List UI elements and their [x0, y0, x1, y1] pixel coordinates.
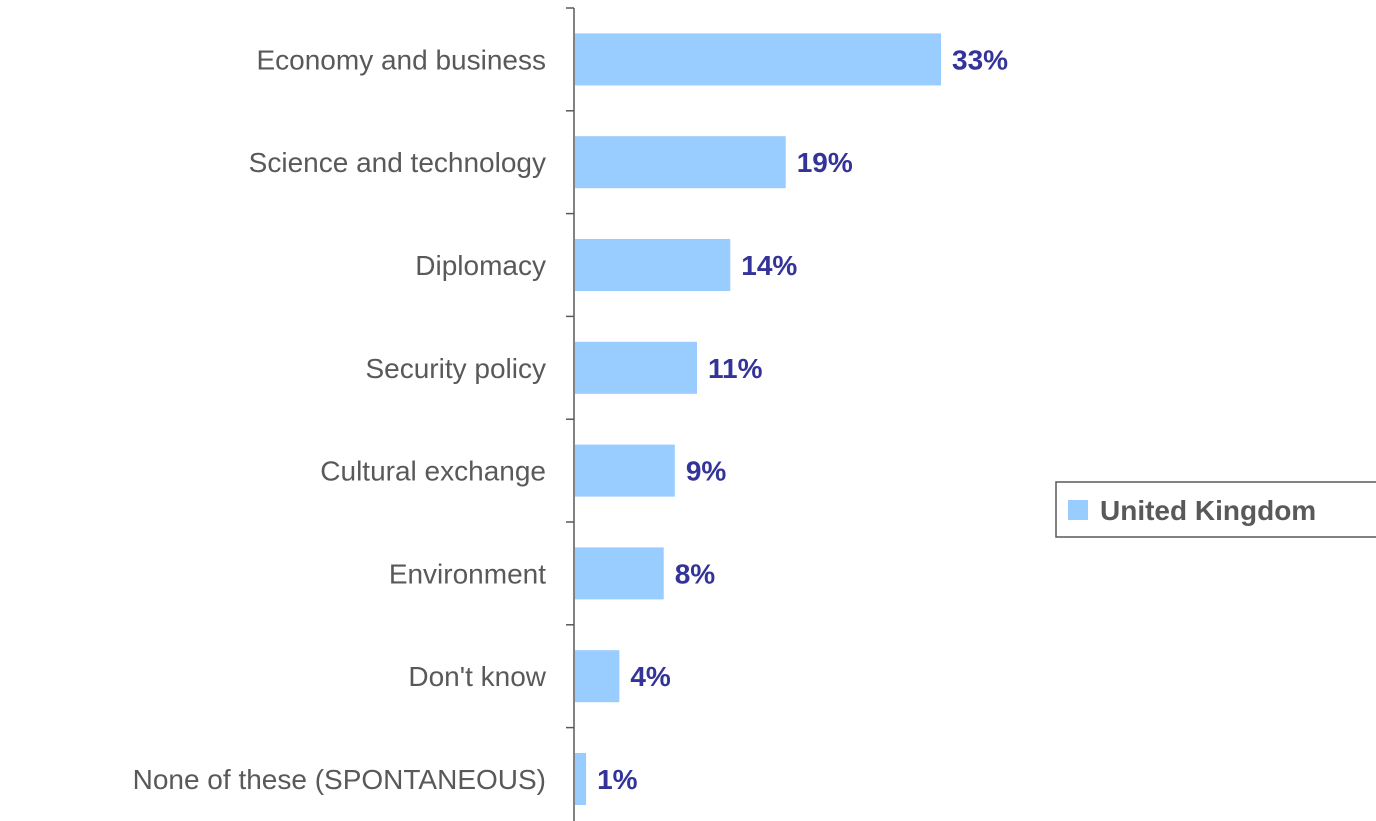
bars: [575, 33, 941, 805]
legend: United Kingdom: [1055, 481, 1376, 538]
value-label: 1%: [597, 764, 638, 795]
legend-label: United Kingdom: [1100, 495, 1316, 526]
category-label: Economy and business: [256, 44, 546, 75]
category-label: Science and technology: [249, 147, 546, 178]
category-label: Diplomacy: [415, 250, 546, 281]
value-label: 4%: [630, 661, 671, 692]
category-label: Security policy: [365, 353, 546, 384]
category-axis: [566, 7, 575, 821]
value-label: 9%: [686, 456, 727, 487]
bar: [575, 547, 664, 600]
bar: [575, 341, 697, 394]
category-labels: Economy and business Science and technolo…: [133, 44, 547, 795]
legend-swatch: [1068, 500, 1088, 520]
value-label: 14%: [741, 250, 797, 281]
value-label: 33%: [952, 44, 1008, 75]
value-labels: 33% 19% 14% 11% 9% 8% 4% 1%: [597, 44, 1008, 795]
category-label: Cultural exchange: [320, 456, 546, 487]
value-label: 19%: [797, 147, 853, 178]
legend-box: [1055, 481, 1376, 538]
category-label: None of these (SPONTANEOUS): [133, 764, 546, 795]
value-label: 11%: [708, 353, 763, 384]
bar: [575, 650, 620, 703]
bar: [575, 444, 675, 497]
bar: [575, 136, 786, 189]
category-label: Don't know: [408, 661, 546, 692]
bar: [575, 33, 941, 86]
bar: [575, 239, 731, 291]
bar: [575, 753, 587, 805]
value-label: 8%: [675, 558, 716, 589]
category-label: Environment: [389, 558, 546, 589]
